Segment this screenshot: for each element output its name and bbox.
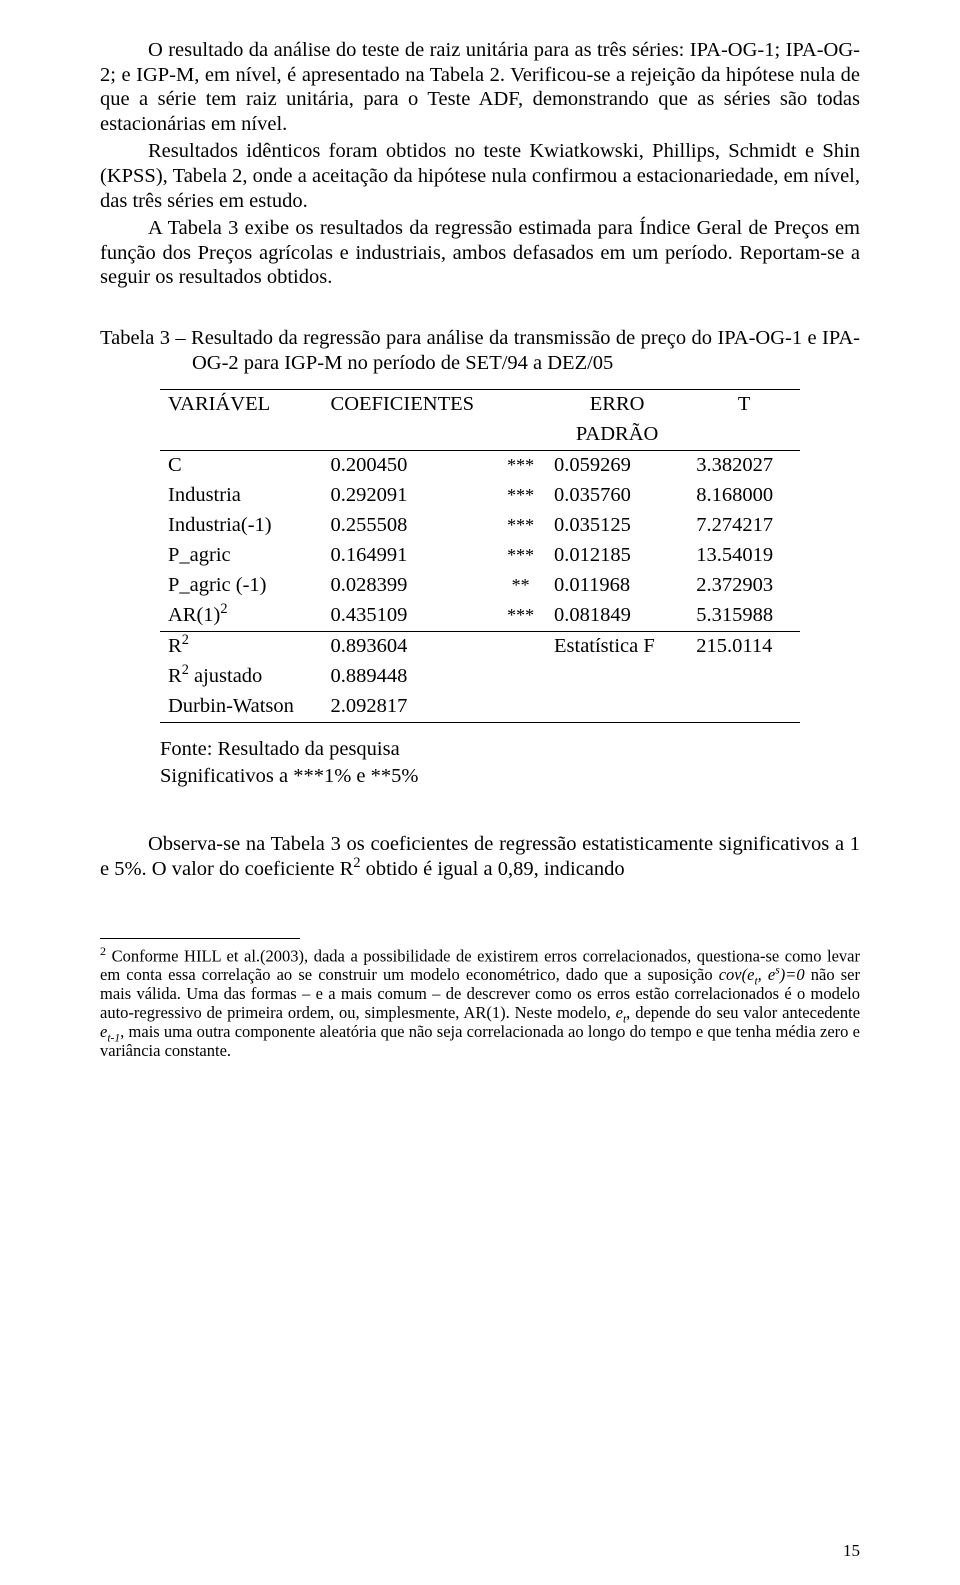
table-row: P_agric 0.164991 *** 0.012185 13.54019 (160, 541, 800, 571)
th-err-top: ERRO (546, 390, 688, 421)
cell-coef: 0.435109 (323, 601, 496, 632)
page: O resultado da análise do teste de raiz … (0, 0, 960, 1585)
fn-c: , e (758, 965, 776, 984)
fn-comma2: , (120, 1022, 128, 1041)
r2adj-label-post: ajustado (189, 665, 262, 687)
page-number: 15 (843, 1541, 860, 1561)
fn-i: mais uma outra componente aleatória que … (100, 1022, 860, 1060)
table-row: R2 0.893604 Estatística F 215.0114 (160, 632, 800, 663)
fn-g: depende do seu valor antecedente (635, 1003, 860, 1022)
cell-err: 0.059269 (546, 451, 688, 482)
table-row: Industria 0.292091 *** 0.035760 8.168000 (160, 481, 800, 511)
cell-coef: 0.893604 (323, 632, 496, 663)
cell-err-label: Estatística F (546, 632, 688, 663)
r2-label: R (168, 635, 182, 657)
r2-sup: 2 (182, 632, 189, 648)
ar-sup: 2 (220, 601, 227, 617)
table-row: Durbin-Watson 2.092817 (160, 692, 800, 723)
cell-var: AR(1)2 (160, 601, 323, 632)
table-row: AR(1)2 0.435109 *** 0.081849 5.315988 (160, 601, 800, 632)
paragraph-4: Observa-se na Tabela 3 os coeficientes d… (100, 832, 860, 881)
cell-t: 5.315988 (688, 601, 800, 632)
cell-sig: *** (495, 481, 546, 511)
cell-sig (495, 632, 546, 663)
table-source: Fonte: Resultado da pesquisa (160, 737, 860, 762)
fn-comma1: , (626, 1003, 635, 1022)
th-sig (495, 390, 546, 421)
cell-var: Durbin-Watson (160, 692, 323, 723)
cell-sig: *** (495, 541, 546, 571)
table-row: Industria(-1) 0.255508 *** 0.035125 7.27… (160, 511, 800, 541)
cell-coef: 0.292091 (323, 481, 496, 511)
footnote-separator (100, 938, 300, 939)
p4-b: obtido é igual a 0,89, indicando (360, 858, 624, 880)
cell-t: 7.274217 (688, 511, 800, 541)
r2adj-sup: 2 (182, 662, 189, 678)
paragraph-2: Resultados idênticos foram obtidos no te… (100, 139, 860, 213)
fn-b: cov(e (719, 965, 755, 984)
table-caption: Tabela 3 – Resultado da regressão para a… (100, 326, 860, 375)
table-sig-note: Significativos a ***1% e **5% (160, 764, 860, 789)
ar-label: AR(1) (168, 604, 220, 626)
fn-d: )=0 (780, 965, 805, 984)
footnote: 2 Conforme HILL et al.(2003), dada a pos… (100, 945, 860, 1061)
cell-var: C (160, 451, 323, 482)
table-row: P_agric (-1) 0.028399 ** 0.011968 2.3729… (160, 571, 800, 601)
cell-var: P_agric (-1) (160, 571, 323, 601)
cell-coef: 0.164991 (323, 541, 496, 571)
cell-sig: *** (495, 451, 546, 482)
cell-err: 0.035760 (546, 481, 688, 511)
th-var: VARIÁVEL (160, 390, 323, 421)
cell-var: R2 (160, 632, 323, 663)
paragraph-1: O resultado da análise do teste de raiz … (100, 38, 860, 136)
cell-t: 8.168000 (688, 481, 800, 511)
cell-var: Industria(-1) (160, 511, 323, 541)
cell-t: 3.382027 (688, 451, 800, 482)
table-row: R2 ajustado 0.889448 (160, 662, 800, 692)
regression-table: VARIÁVEL COEFICIENTES ERRO T PADRÃO C 0.… (160, 389, 800, 723)
table-caption-text: Tabela 3 – Resultado da regressão para a… (100, 326, 860, 375)
cell-t: 215.0114 (688, 632, 800, 663)
cell-coef: 0.200450 (323, 451, 496, 482)
cell-err: 0.035125 (546, 511, 688, 541)
cell-coef: 0.255508 (323, 511, 496, 541)
cell-coef: 0.889448 (323, 662, 496, 692)
th-t: T (688, 390, 800, 421)
cell-sig: *** (495, 511, 546, 541)
cell-sig: ** (495, 571, 546, 601)
table-row: C 0.200450 *** 0.059269 3.382027 (160, 451, 800, 482)
cell-var: P_agric (160, 541, 323, 571)
cell-sig: *** (495, 601, 546, 632)
cell-t: 2.372903 (688, 571, 800, 601)
fn-f: e (616, 1003, 623, 1022)
th-coef: COEFICIENTES (323, 390, 496, 421)
r2adj-label-pre: R (168, 665, 182, 687)
cell-coef: 0.028399 (323, 571, 496, 601)
cell-err: 0.012185 (546, 541, 688, 571)
paragraph-3: A Tabela 3 exibe os resultados da regres… (100, 216, 860, 290)
cell-err: 0.081849 (546, 601, 688, 632)
th-err-bot: PADRÃO (546, 420, 688, 451)
cell-var: R2 ajustado (160, 662, 323, 692)
cell-t: 13.54019 (688, 541, 800, 571)
cell-var: Industria (160, 481, 323, 511)
cell-coef: 2.092817 (323, 692, 496, 723)
cell-err: 0.011968 (546, 571, 688, 601)
